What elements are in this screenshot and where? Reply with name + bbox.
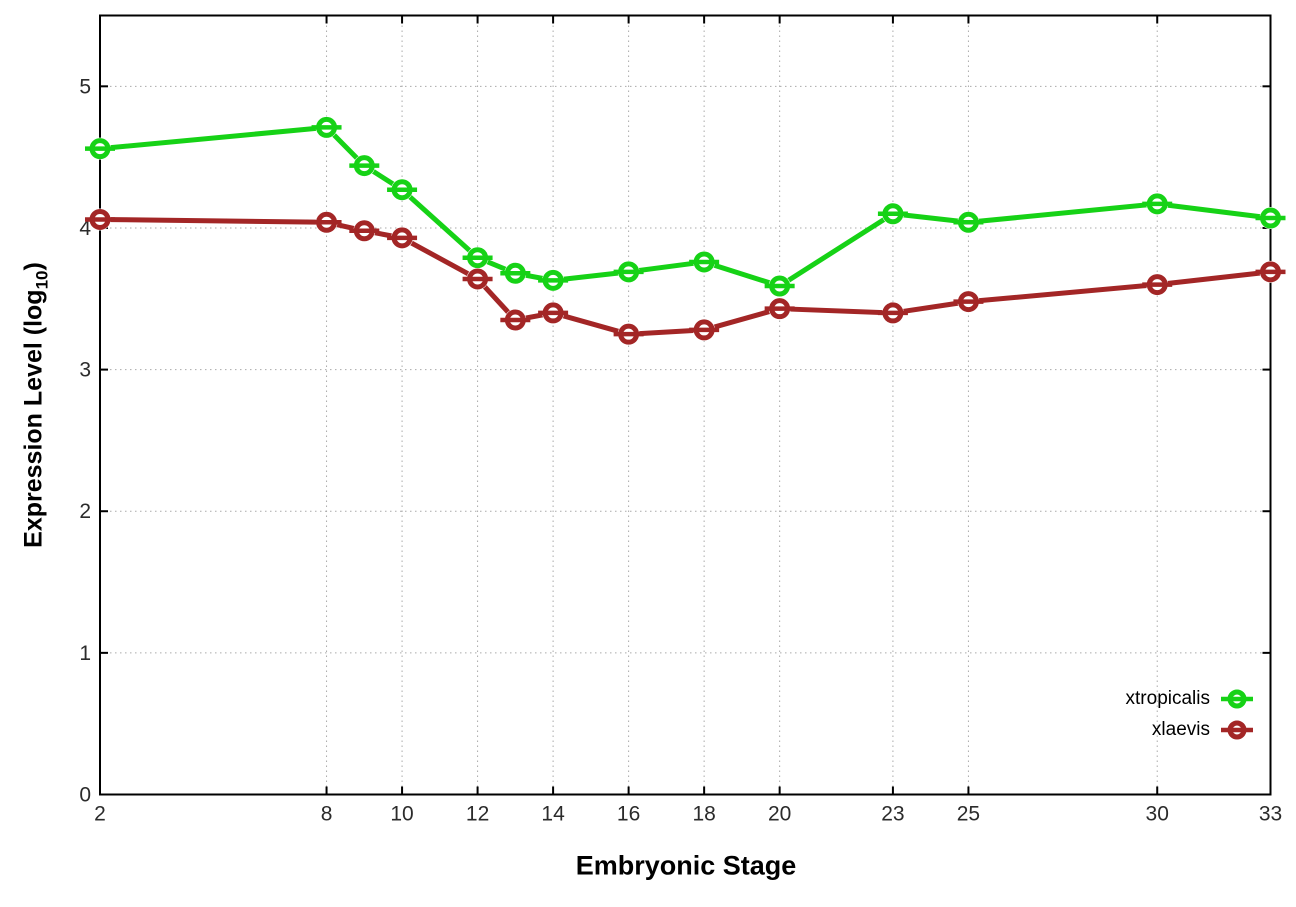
y-tick-label: 1 bbox=[79, 642, 91, 665]
series-xlaevis bbox=[85, 208, 1286, 346]
y-tick-label: 3 bbox=[79, 359, 91, 382]
y-tick-label: 2 bbox=[79, 500, 91, 523]
data-point-marker bbox=[613, 260, 644, 283]
data-point-marker bbox=[1142, 273, 1173, 296]
data-point-marker bbox=[613, 323, 644, 346]
y-tick-label: 0 bbox=[79, 784, 91, 807]
x-axis-title: Embryonic Stage bbox=[575, 850, 797, 881]
data-point-marker bbox=[387, 226, 418, 249]
data-point-marker bbox=[85, 137, 115, 160]
x-tick-label: 8 bbox=[321, 803, 333, 826]
data-point-marker bbox=[1142, 192, 1173, 215]
data-point-marker bbox=[349, 154, 380, 177]
data-point-marker bbox=[462, 246, 493, 269]
x-tick-label: 25 bbox=[957, 803, 980, 826]
data-point-marker bbox=[689, 250, 720, 273]
legend-row-xlaevis: xlaevis bbox=[1152, 717, 1254, 743]
series-xtropicalis bbox=[85, 116, 1286, 298]
y-axis-title-close: ) bbox=[19, 262, 48, 271]
data-point-marker bbox=[764, 297, 795, 320]
data-point-marker bbox=[387, 178, 418, 201]
x-tick-label: 23 bbox=[881, 803, 904, 826]
x-tick-label: 12 bbox=[466, 803, 489, 826]
data-point-marker bbox=[764, 275, 795, 298]
x-tick-label: 33 bbox=[1259, 803, 1282, 826]
data-point-marker bbox=[500, 309, 531, 332]
data-point-marker bbox=[538, 269, 569, 292]
x-tick-label: 14 bbox=[541, 803, 565, 826]
data-point-marker bbox=[462, 267, 493, 290]
y-tick-label: 5 bbox=[79, 75, 91, 98]
x-tick-label: 2 bbox=[94, 803, 106, 826]
legend-label-xlaevis: xlaevis bbox=[1151, 719, 1210, 740]
data-point-marker bbox=[689, 318, 720, 341]
data-point-marker bbox=[349, 219, 380, 242]
y-axis-title-subscript: 10 bbox=[32, 270, 52, 290]
gridlines bbox=[99, 15, 1271, 795]
series-marker-icon bbox=[1221, 720, 1253, 740]
data-point-marker bbox=[877, 301, 908, 324]
data-point-marker bbox=[1255, 260, 1286, 283]
data-point-marker bbox=[500, 262, 531, 285]
y-axis-title-text: Expression Level (log bbox=[19, 289, 48, 548]
legend: xtropicalis xlaevis bbox=[1126, 686, 1254, 743]
data-point-marker bbox=[953, 290, 984, 313]
x-tick-label: 20 bbox=[768, 803, 791, 826]
series-marker-icon bbox=[1221, 689, 1253, 709]
legend-label-xtropicalis: xtropicalis bbox=[1125, 688, 1210, 709]
y-tick-label: 4 bbox=[79, 217, 91, 240]
plot-border bbox=[99, 14, 1272, 796]
data-point-marker bbox=[953, 211, 984, 234]
data-point-marker bbox=[311, 211, 342, 234]
data-point-marker bbox=[311, 116, 342, 139]
data-point-marker bbox=[877, 202, 908, 225]
data-point-marker bbox=[538, 301, 569, 324]
legend-row-xtropicalis: xtropicalis bbox=[1126, 686, 1254, 712]
x-tick-label: 10 bbox=[390, 803, 413, 826]
series-line bbox=[97, 124, 1273, 289]
y-axis-title: Expression Level (log10) bbox=[20, 262, 53, 548]
data-point-marker bbox=[1255, 207, 1286, 230]
data-point-marker bbox=[85, 208, 115, 231]
x-tick-label: 16 bbox=[617, 803, 640, 826]
series-line bbox=[97, 216, 1273, 337]
x-tick-label: 30 bbox=[1146, 803, 1169, 826]
x-tick-label: 18 bbox=[692, 803, 715, 826]
